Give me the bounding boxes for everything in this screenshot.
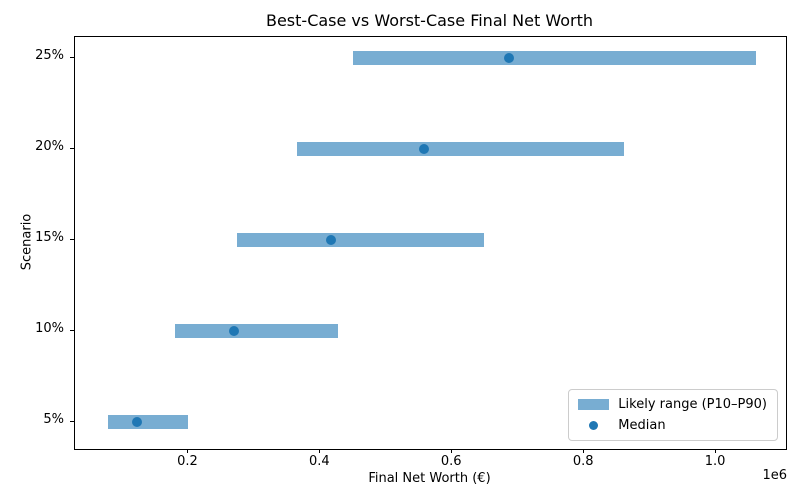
range-bar	[236, 233, 484, 247]
y-tick-label: 20%	[35, 139, 64, 154]
legend-label-median: Median	[618, 418, 666, 433]
legend-item-range: Likely range (P10–P90)	[578, 397, 767, 412]
y-tick-mark	[70, 239, 74, 240]
x-tick-label: 0.4	[309, 454, 330, 469]
legend-item-median: Median	[578, 418, 767, 433]
legend: Likely range (P10–P90) Median	[568, 389, 778, 441]
y-tick-mark	[70, 57, 74, 58]
range-bar	[175, 324, 339, 338]
chart-title: Best-Case vs Worst-Case Final Net Worth	[265, 11, 593, 30]
x-tick-mark	[187, 449, 189, 453]
range-bar	[353, 51, 757, 65]
median-dot	[325, 235, 336, 245]
range-bar	[296, 142, 624, 156]
x-axis-offset-label: 1e6	[762, 468, 787, 483]
x-tick-label: 0.8	[572, 454, 594, 469]
x-tick-mark	[715, 449, 717, 453]
y-tick-label: 5%	[43, 412, 64, 427]
x-tick-label: 0.2	[177, 454, 198, 469]
y-tick-mark	[70, 330, 74, 331]
x-tick-mark	[583, 449, 585, 453]
x-tick-mark	[451, 449, 453, 453]
median-dot	[418, 144, 429, 154]
plot-area: Likely range (P10–P90) Median	[74, 36, 787, 450]
x-axis-label: Final Net Worth (€)	[368, 471, 491, 486]
legend-label-range: Likely range (P10–P90)	[618, 397, 767, 412]
range-swatch	[578, 399, 610, 410]
y-tick-label: 15%	[35, 230, 64, 245]
x-tick-mark	[319, 449, 321, 453]
x-tick-label: 0.6	[440, 454, 462, 469]
median-swatch-holder	[578, 420, 609, 431]
y-tick-mark	[70, 148, 74, 149]
range-bar	[107, 415, 188, 429]
median-swatch	[589, 421, 599, 430]
y-tick-mark	[70, 421, 74, 422]
y-tick-label: 10%	[35, 321, 64, 336]
median-dot	[131, 417, 142, 427]
median-dot	[503, 53, 514, 63]
median-dot	[228, 326, 239, 336]
y-tick-label: 25%	[35, 48, 64, 63]
x-tick-label: 1.0	[704, 454, 726, 469]
